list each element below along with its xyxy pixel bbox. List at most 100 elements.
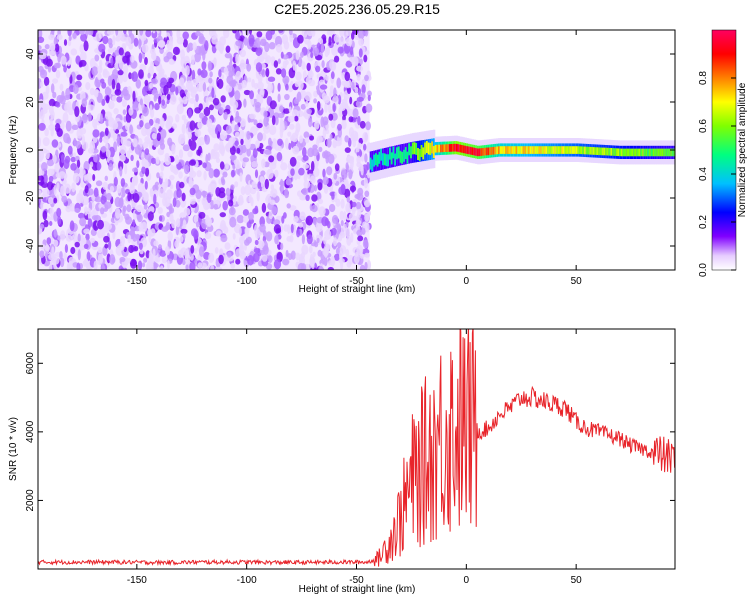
noise-speckle [268, 124, 277, 136]
noise-speckle [239, 235, 245, 245]
noise-speckle [175, 199, 181, 208]
noise-speckle [41, 162, 48, 172]
noise-speckle [289, 123, 295, 130]
noise-speckle [159, 142, 166, 150]
noise-speckle [79, 30, 85, 36]
trace-core [403, 149, 406, 162]
noise-speckle [83, 237, 87, 245]
noise-speckle [122, 109, 127, 115]
noise-speckle [158, 95, 162, 105]
noise-speckle [293, 215, 299, 223]
noise-speckle [188, 159, 196, 166]
colorbar-tick-label: 0.8 [698, 71, 709, 85]
trace-core [585, 146, 589, 155]
noise-speckle [302, 155, 309, 162]
trace-core [561, 146, 564, 154]
noise-speckle [291, 109, 299, 118]
noise-speckle [104, 175, 109, 181]
noise-speckle [91, 66, 99, 76]
noise-speckle [100, 78, 105, 84]
noise-speckle [297, 262, 305, 270]
trace-core [389, 147, 392, 160]
noise-speckle [172, 123, 178, 129]
noise-speckle [86, 251, 91, 262]
noise-speckle [323, 256, 328, 267]
trace-core [650, 148, 654, 157]
noise-speckle [80, 168, 86, 176]
noise-speckle [293, 98, 299, 105]
noise-speckle [192, 42, 197, 51]
noise-speckle [196, 83, 204, 92]
noise-speckle [263, 116, 269, 127]
noise-speckle [356, 96, 364, 102]
noise-speckle [264, 178, 269, 190]
noise-speckle [44, 244, 50, 252]
noise-speckle [310, 160, 315, 172]
noise-speckle [57, 53, 61, 63]
trace-core [563, 146, 566, 154]
noise-speckle [308, 117, 313, 128]
noise-speckle [210, 188, 215, 195]
noise-speckle [362, 132, 369, 143]
noise-speckle [147, 72, 151, 79]
noise-speckle [295, 252, 301, 261]
noise-speckle [207, 127, 212, 133]
noise-speckle [193, 215, 200, 224]
noise-speckle [259, 176, 265, 184]
noise-speckle [210, 264, 215, 270]
noise-speckle [142, 106, 149, 117]
noise-speckle [228, 61, 233, 69]
noise-speckle [65, 234, 73, 242]
noise-speckle [346, 235, 352, 246]
y-tick-label: 0 [25, 147, 36, 153]
trace-core [578, 146, 582, 154]
noise-speckle [328, 36, 332, 46]
trace-core [376, 154, 380, 167]
noise-speckle [224, 242, 231, 250]
noise-speckle [206, 118, 213, 129]
noise-speckle [364, 153, 368, 163]
noise-speckle [288, 106, 292, 113]
noise-speckle [267, 82, 274, 93]
noise-speckle [297, 190, 302, 197]
noise-speckle [269, 100, 277, 110]
spectrogram-panel: -150 -100 -50 0 50 -40 -20 0 20 40 Height of stra… [8, 29, 676, 295]
noise-speckle [345, 37, 353, 47]
noise-speckle [261, 132, 267, 142]
y-tick-label: -20 [25, 190, 36, 205]
noise-speckle [254, 37, 261, 48]
noise-speckle [355, 201, 362, 210]
noise-speckle [249, 90, 254, 100]
noise-speckle [132, 138, 138, 148]
noise-speckle [191, 228, 198, 237]
noise-speckle [321, 60, 325, 69]
noise-speckle [189, 120, 196, 131]
noise-speckle [349, 96, 353, 105]
noise-speckle [172, 197, 177, 208]
noise-speckle [182, 96, 188, 105]
noise-speckle [220, 234, 228, 243]
noise-speckle [60, 55, 67, 65]
noise-speckle [42, 210, 48, 221]
noise-speckle [267, 76, 276, 82]
noise-speckle [159, 47, 164, 54]
trace-core [436, 144, 439, 153]
noise-speckle [130, 154, 134, 162]
trace-core [410, 146, 413, 159]
noise-speckle [102, 136, 109, 144]
noise-speckle [222, 200, 228, 211]
trace-core [568, 146, 571, 154]
noise-speckle [42, 137, 50, 147]
noise-speckle [307, 40, 312, 50]
noise-speckle [135, 79, 142, 89]
noise-speckle [49, 118, 53, 126]
noise-speckle [280, 242, 284, 250]
noise-speckle [336, 77, 342, 89]
noise-speckle [294, 115, 299, 122]
trace-core [490, 147, 494, 155]
noise-speckle [334, 163, 340, 172]
trace-core [496, 146, 499, 155]
trace-core [418, 149, 422, 161]
noise-speckle [248, 34, 255, 45]
noise-speckle [205, 217, 209, 224]
